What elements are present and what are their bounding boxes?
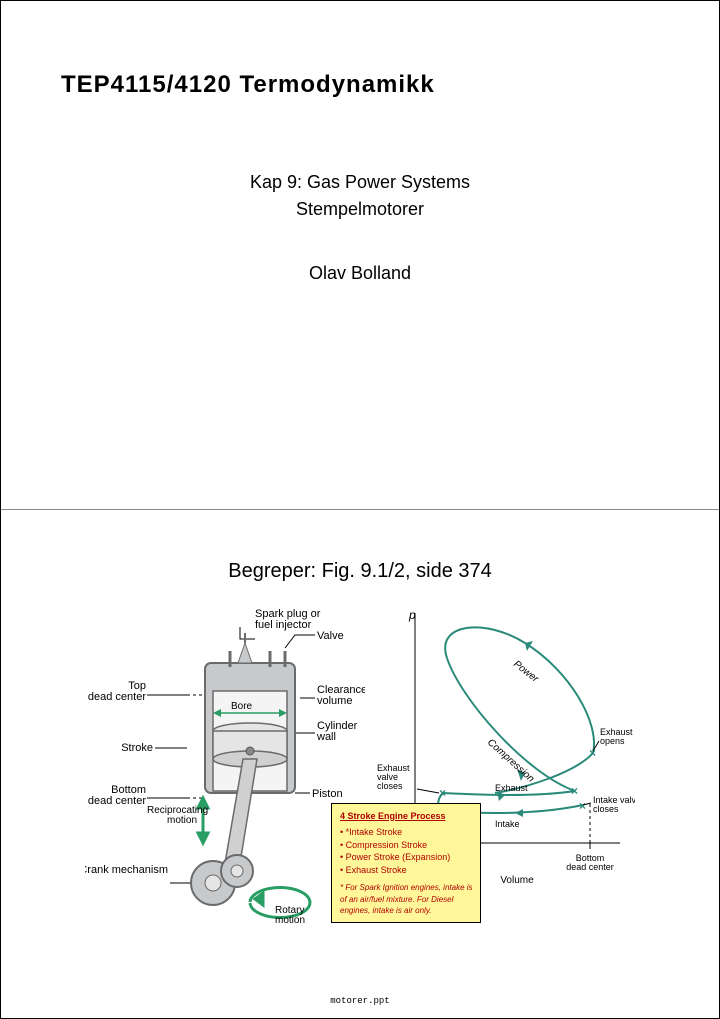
chapter-line-2: Stempelmotorer bbox=[51, 196, 669, 223]
label-piston: Piston bbox=[312, 788, 343, 800]
slide-2: Begreper: Fig. 9.1/2, side 374 bbox=[1, 510, 719, 1019]
slide-1: TEP4115/4120 Termodynamikk Kap 9: Gas Po… bbox=[1, 1, 719, 510]
label-valve: Valve bbox=[317, 630, 344, 642]
chapter-block: Kap 9: Gas Power Systems Stempelmotorer bbox=[51, 169, 669, 223]
axis-volume-label: Volume bbox=[500, 875, 534, 886]
four-stroke-note: * For Spark Ignition engines, intake is … bbox=[340, 882, 474, 916]
label-bdc: Bottomdead center bbox=[566, 853, 614, 872]
engine-diagram: Spark plug orfuel injector Valve Clearan… bbox=[85, 603, 365, 943]
label-cylinder-wall: Cylinderwall bbox=[316, 720, 358, 743]
page: TEP4115/4120 Termodynamikk Kap 9: Gas Po… bbox=[0, 0, 720, 1019]
label-clearance: Clearancevolume bbox=[317, 684, 365, 707]
four-stroke-list: *Intake Stroke Compression Stroke Power … bbox=[340, 826, 474, 876]
stroke-item: Compression Stroke bbox=[340, 839, 474, 852]
label-compression: Compression bbox=[485, 737, 536, 785]
four-stroke-box: 4 Stroke Engine Process *Intake Stroke C… bbox=[331, 803, 481, 924]
label-spark-plug: Spark plug orfuel injector bbox=[255, 608, 321, 631]
label-exhaust-opens: Exhaust valveopens bbox=[600, 727, 635, 746]
x-mark-1: × bbox=[439, 786, 446, 800]
stroke-item: Exhaust Stroke bbox=[340, 864, 474, 877]
label-exhaust: Exhaust bbox=[495, 783, 528, 793]
label-rotary: Rotarymotion bbox=[275, 905, 305, 926]
label-top-dead: Topdead center bbox=[88, 680, 146, 703]
label-exhaust-closes: Exhaustvalvecloses bbox=[377, 763, 410, 791]
chapter-line-1: Kap 9: Gas Power Systems bbox=[51, 169, 669, 196]
label-bore: Bore bbox=[231, 701, 253, 712]
four-stroke-title: 4 Stroke Engine Process bbox=[340, 810, 474, 823]
slide2-title: Begreper: Fig. 9.1/2, side 374 bbox=[51, 560, 669, 583]
label-bottom-dead: Bottomdead center bbox=[88, 784, 146, 807]
stroke-item: Power Stroke (Expansion) bbox=[340, 851, 474, 864]
label-intake: Intake bbox=[495, 819, 520, 829]
course-title: TEP4115/4120 Termodynamikk bbox=[51, 71, 669, 99]
author-name: Olav Bolland bbox=[51, 263, 669, 284]
axis-p-label: p bbox=[408, 608, 416, 622]
label-stroke: Stroke bbox=[121, 742, 153, 754]
footer-filename: motorer.ppt bbox=[1, 996, 719, 1006]
x-mark-4: × bbox=[579, 799, 586, 813]
label-intake-closes: Intake valvecloses bbox=[593, 795, 635, 814]
stroke-item: *Intake Stroke bbox=[340, 826, 474, 839]
label-reciprocating: Reciprocatingmotion bbox=[147, 805, 208, 826]
label-crank: Crank mechanism bbox=[85, 864, 168, 876]
x-mark-3: × bbox=[571, 784, 578, 798]
label-power: Power bbox=[511, 658, 541, 685]
diagram-row: Spark plug orfuel injector Valve Clearan… bbox=[51, 603, 669, 943]
